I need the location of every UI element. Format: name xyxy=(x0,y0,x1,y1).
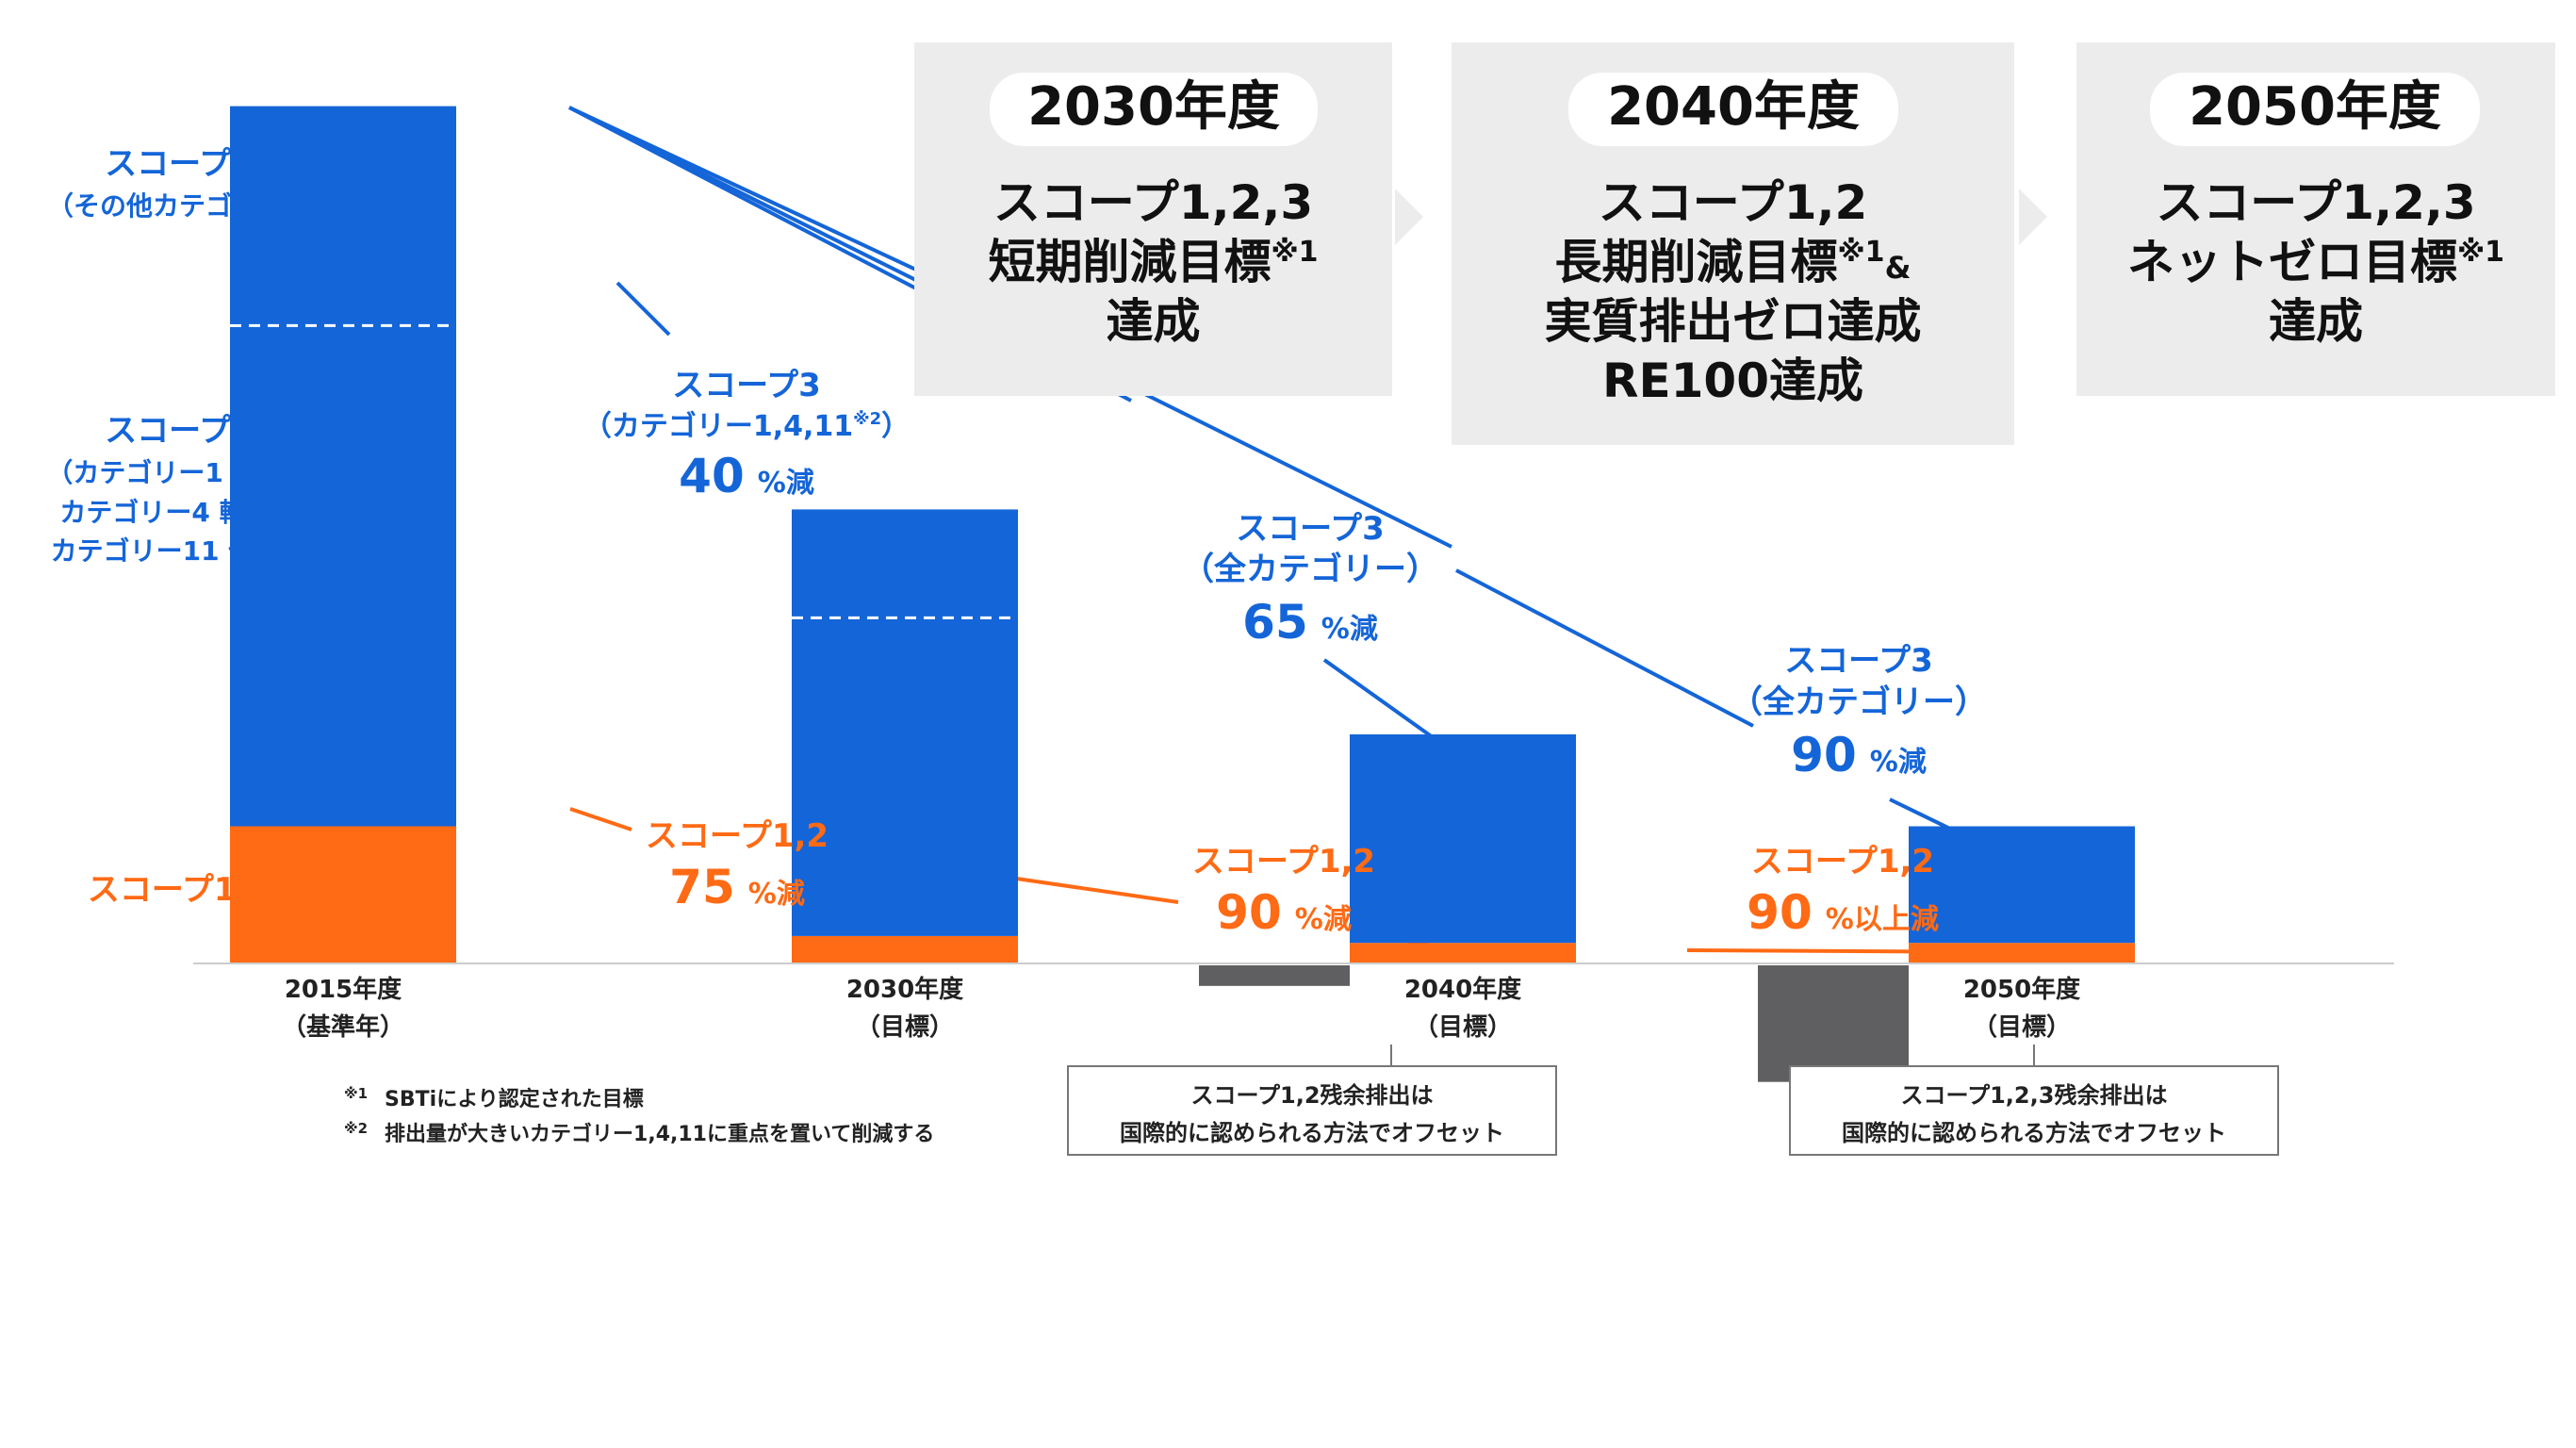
x-tick-label-0-line1: 2015年度 xyxy=(285,975,402,1004)
bar-offset-3 xyxy=(1758,965,1909,1082)
goal-2040-line2-sup: ※1 xyxy=(1837,236,1885,269)
goal-year-2030: 2030年度 xyxy=(990,73,1318,146)
bar-scope12-3 xyxy=(1909,943,2135,963)
goal-box-2030: 2030年度 スコープ1,2,3 短期削減目標※1 達成 xyxy=(914,42,1392,396)
goal-box-2050: 2050年度 スコープ1,2,3 ネットゼロ目標※1 達成 xyxy=(2076,42,2555,396)
label-scope3-main: スコープ3 xyxy=(105,412,254,450)
annotation-s3-40-unit: %減 xyxy=(758,467,814,500)
label-scope3-main-l2: （カテゴリー1 調達、 xyxy=(46,457,311,488)
annotation-s3-90-sub: （全カテゴリー） xyxy=(1731,683,1987,721)
goal-2030-line1: スコープ1,2,3 xyxy=(993,175,1314,230)
annotation-s3-40-value: 40 %減 xyxy=(679,449,814,503)
goal-2040-line2-end: & xyxy=(1884,250,1911,286)
chevron-arrow-icon-2 xyxy=(2019,189,2047,245)
annotation-s3-65-value: 65 %減 xyxy=(1242,595,1378,650)
connector-line-2050b xyxy=(1455,568,1754,728)
goal-2030-line2: 短期削減目標※1 xyxy=(914,224,1392,292)
footnote-2-mark: ※2 xyxy=(344,1120,369,1137)
goal-2040-line1: スコープ1,2 xyxy=(1598,175,1868,230)
annotation-s12-90plus-title: スコープ1,2 xyxy=(1751,843,1934,880)
goal-2050-line1: スコープ1,2,3 xyxy=(2156,175,2476,230)
bar-scope3-0 xyxy=(230,106,456,827)
annotation-s3-40-title: スコープ3 xyxy=(672,367,821,404)
bar-scope3-1 xyxy=(792,509,1018,936)
annotation-s12-90-title: スコープ1,2 xyxy=(1192,843,1375,880)
goal-box-2040: 2040年度 スコープ1,2 長期削減目標※1& 実質排出ゼロ達成 RE100達… xyxy=(1452,42,2014,445)
annotation-s3-40-sub-text: （カテゴリー1,4,11 xyxy=(583,410,853,443)
goal-2050-line2-sup: ※1 xyxy=(2456,236,2505,269)
annotation-s3-90-num: 90 xyxy=(1791,728,1857,782)
goal-2040-line4: RE100達成 xyxy=(1601,354,1864,408)
footnote-1: ※1 SBTiにより認定された目標 xyxy=(344,1082,644,1112)
bar-scope12-2 xyxy=(1350,943,1576,963)
bars-group xyxy=(230,106,2135,1082)
bar-scope12-0 xyxy=(230,826,456,963)
annotation-s12-75-unit: %減 xyxy=(748,878,805,911)
label-scope12: スコープ1,2 xyxy=(88,871,271,909)
label-scope3-other-sub: （その他カテゴリー） xyxy=(47,190,311,222)
annotation-s3-65-unit: %減 xyxy=(1321,613,1378,646)
footnote-1-mark: ※1 xyxy=(344,1085,369,1102)
arrow-s3-40-upper xyxy=(615,281,671,337)
goal-2050-line2: ネットゼロ目標※1 xyxy=(2076,224,2555,292)
annotation-s12-90plus-num: 90 xyxy=(1747,885,1813,940)
x-tick-label-2-line1: 2040年度 xyxy=(1404,975,1521,1004)
annotation-s3-90-unit: %減 xyxy=(1870,746,1927,779)
footnote-1-text: SBTiにより認定された目標 xyxy=(385,1088,644,1111)
label-scope3-main-l4: カテゴリー11 使用） xyxy=(51,535,308,567)
offset-note-2040-line2: 国際的に認められる方法でオフセット xyxy=(1120,1120,1504,1146)
x-tick-label-1-line2: （目標） xyxy=(856,1013,954,1042)
goal-2040-line3: 実質排出ゼロ達成 xyxy=(1544,294,1922,349)
goal-year-2050: 2050年度 xyxy=(2150,73,2480,146)
annotation-s3-40-num: 40 xyxy=(679,449,745,503)
label-scope3-main-l3: カテゴリー4 輸送、 xyxy=(59,497,298,528)
annotation-s12-90plus-value: 90 %以上減 xyxy=(1747,885,1939,940)
goal-2040-line2: 長期削減目標※1& xyxy=(1452,224,2014,292)
goal-2030-line3: 達成 xyxy=(1106,294,1201,349)
x-tick-label-2-line2: （目標） xyxy=(1414,1013,1512,1042)
chevron-arrow-icon-1 xyxy=(1395,189,1423,245)
x-tick-labels: 2015年度 （基準年） 2030年度 （目標） 2040年度 （目標） 2050年度 （目標… xyxy=(282,975,2080,1042)
annotation-s3-65-sub: （全カテゴリー） xyxy=(1182,551,1438,588)
annotation-s3-65-title: スコープ3 xyxy=(1236,510,1385,548)
goal-year-2040: 2040年度 xyxy=(1568,73,1898,146)
goal-2050-line2-text: ネットゼロ目標 xyxy=(2126,235,2457,289)
annotation-s12-75-title: スコープ1,2 xyxy=(646,817,829,855)
annotation-s3-90-title: スコープ3 xyxy=(1784,642,1933,680)
label-scope3-other: スコープ3 xyxy=(105,145,254,183)
annotation-s3-40-end: ） xyxy=(881,410,910,443)
offset-note-2040: スコープ1,2残余排出は 国際的に認められる方法でオフセット xyxy=(1067,1065,1557,1156)
x-tick-label-3-line2: （目標） xyxy=(1973,1013,2071,1042)
annotation-s12-90-unit: %減 xyxy=(1295,903,1352,936)
annotation-s12-90plus-unit: %以上減 xyxy=(1826,903,1939,936)
bar-scope3-2 xyxy=(1350,734,1576,944)
bar-scope3-3 xyxy=(1909,826,2135,944)
annotation-s3-40-sub: （カテゴリー1,4,11※2） xyxy=(583,409,910,443)
bar-offset-2 xyxy=(1199,965,1350,986)
goal-2030-line2-text: 短期削減目標 xyxy=(988,235,1272,289)
goal-2050-line3: 達成 xyxy=(2269,294,2363,349)
annotation-s3-90-value: 90 %減 xyxy=(1791,728,1927,782)
annotation-s3-40-mark: ※2 xyxy=(853,409,881,429)
offset-note-2040-line1: スコープ1,2残余排出は xyxy=(1190,1082,1434,1109)
x-tick-label-3-line1: 2050年度 xyxy=(1963,975,2080,1004)
annotation-s12-90-num: 90 xyxy=(1216,885,1282,940)
annotation-s12-75-num: 75 xyxy=(669,860,735,914)
offset-note-2050-line1: スコープ1,2,3残余排出は xyxy=(1900,1082,2168,1109)
goal-2040-line2-text: 長期削減目標 xyxy=(1554,235,1838,289)
footnote-2: ※2 排出量が大きいカテゴリー1,4,11に重点を置いて削減する xyxy=(344,1117,934,1147)
offset-note-2050: スコープ1,2,3残余排出は 国際的に認められる方法でオフセット xyxy=(1789,1065,2279,1156)
goal-2030-line2-sup: ※1 xyxy=(1271,236,1319,269)
annotation-s3-65-num: 65 xyxy=(1242,595,1308,650)
annotation-s12-90-value: 90 %減 xyxy=(1216,885,1352,940)
footnote-2-text: 排出量が大きいカテゴリー1,4,11に重点を置いて削減する xyxy=(385,1123,935,1146)
offset-note-2050-line2: 国際的に認められる方法でオフセット xyxy=(1842,1120,2226,1146)
x-tick-label-1-line1: 2030年度 xyxy=(846,975,963,1004)
annotation-s12-75-value: 75 %減 xyxy=(669,860,805,914)
arrow-s12-75-upper xyxy=(569,807,632,831)
bar-scope12-1 xyxy=(792,935,1018,963)
x-tick-label-0-line2: （基準年） xyxy=(282,1012,404,1042)
